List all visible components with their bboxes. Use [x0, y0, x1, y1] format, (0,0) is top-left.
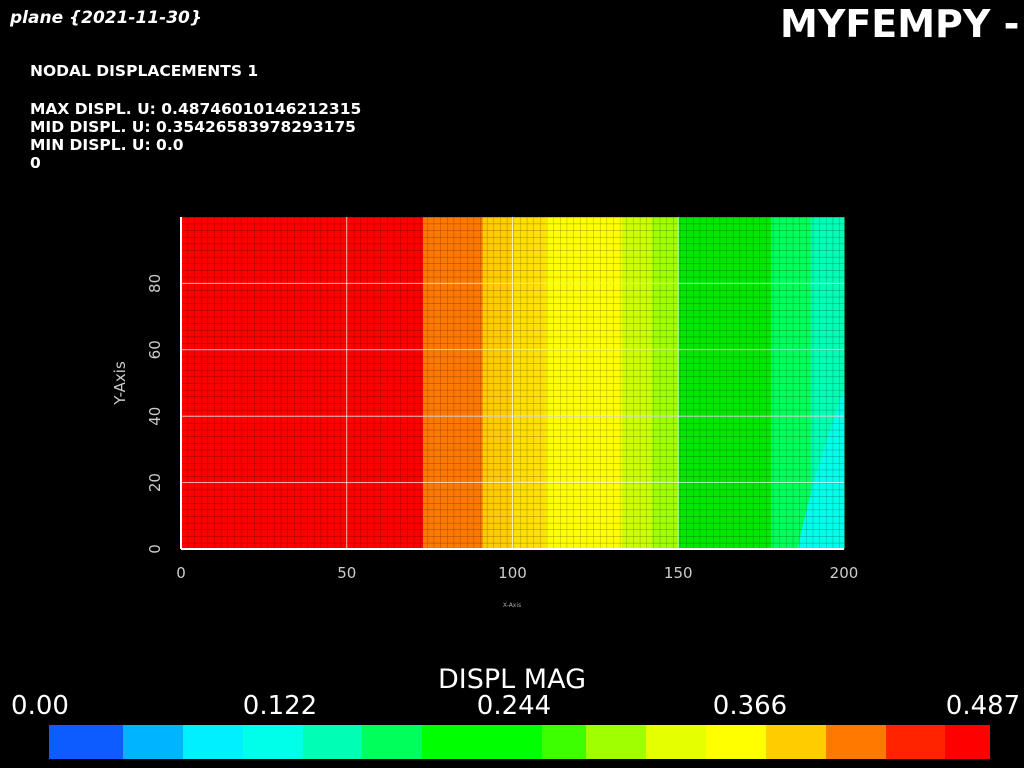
colorbar-segment	[706, 725, 766, 759]
displacement-contour-plot[interactable]: 0 50 100 150 200 0 20 40 60 80 X-Axis Y-Axis	[0, 0, 1024, 660]
x-tick-label: 100	[498, 564, 527, 582]
info-heading: NODAL DISPLACEMENTS 1	[30, 62, 259, 80]
colorbar-segment	[541, 725, 587, 759]
colorbar-segment	[586, 725, 647, 759]
colorbar-segment	[123, 725, 183, 759]
colorbar-segment	[302, 725, 363, 759]
colorbar-segment	[825, 725, 886, 759]
max-displacement-text: MAX DISPL. U: 0.48746010146212315	[30, 100, 362, 118]
axis-gridlines	[180, 217, 844, 550]
x-tick-label: 50	[337, 564, 356, 582]
colorbar-label: 0.00	[11, 691, 69, 721]
x-tick-label: 200	[830, 564, 859, 582]
x-tick-label: 0	[176, 564, 186, 582]
colorbar-segment	[885, 725, 946, 759]
y-tick-label: 80	[146, 274, 164, 293]
colorbar-label: 0.244	[476, 691, 552, 721]
info-panel: NODAL DISPLACEMENTS 1 MAX DISPL. U: 0.48…	[30, 62, 361, 172]
colorbar-label: 0.366	[712, 691, 788, 721]
colorbar-segment	[765, 725, 826, 759]
x-axis-label: X-Axis	[503, 602, 521, 609]
min-displacement-text: MIN DISPL. U: 0.0	[30, 136, 184, 154]
y-tick-label: 0	[146, 544, 164, 554]
colorbar-title: DISPL MAG	[437, 664, 586, 695]
step-text: 0	[30, 154, 41, 172]
y-axis-label: Y-Axis	[111, 361, 129, 406]
y-tick-label: 20	[146, 473, 164, 492]
colorbar-label: 0.122	[242, 691, 318, 721]
axis-ticks: 0 50 100 150 200 0 20 40 60 80	[146, 274, 858, 582]
plot-subtitle: plane {2021-11-30}	[10, 8, 202, 28]
colorbar-segment	[182, 725, 243, 759]
y-tick-label: 40	[146, 407, 164, 426]
mid-displacement-text: MID DISPL. U: 0.35426583978293175	[30, 118, 356, 136]
colorbar-segment	[49, 725, 124, 759]
colorbar-label: 0.487	[945, 691, 1021, 721]
colorbar	[49, 725, 990, 759]
colorbar-segment	[646, 725, 707, 759]
colorbar-segment	[422, 725, 542, 759]
y-tick-label: 60	[146, 340, 164, 359]
x-tick-label: 150	[664, 564, 693, 582]
app-title: MYFEMPY - v	[780, 2, 1024, 46]
colorbar-segment	[945, 725, 990, 759]
colorbar-segment	[242, 725, 303, 759]
colorbar-segment	[362, 725, 423, 759]
